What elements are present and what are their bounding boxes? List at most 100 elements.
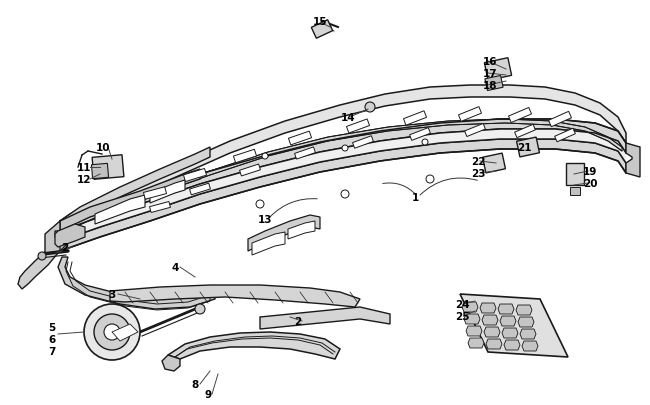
Polygon shape	[110, 285, 360, 307]
Polygon shape	[522, 341, 538, 351]
Text: 13: 13	[258, 215, 272, 224]
Polygon shape	[515, 125, 536, 139]
Polygon shape	[233, 150, 257, 163]
Text: 23: 23	[471, 168, 486, 179]
Polygon shape	[485, 76, 503, 91]
Text: 21: 21	[517, 143, 531, 153]
Text: 5: 5	[48, 322, 56, 332]
Polygon shape	[112, 324, 138, 341]
Polygon shape	[404, 111, 426, 126]
Polygon shape	[150, 202, 170, 213]
Circle shape	[426, 175, 434, 183]
Polygon shape	[92, 164, 109, 179]
Text: 9: 9	[205, 389, 211, 399]
Polygon shape	[168, 332, 340, 359]
Text: 3: 3	[109, 289, 116, 299]
Text: 19: 19	[583, 166, 597, 177]
Text: 16: 16	[483, 57, 497, 67]
Circle shape	[104, 324, 120, 340]
Polygon shape	[60, 86, 626, 231]
Polygon shape	[566, 164, 584, 185]
Polygon shape	[498, 304, 514, 314]
Polygon shape	[482, 154, 506, 173]
Polygon shape	[311, 21, 333, 39]
Polygon shape	[60, 148, 210, 231]
Circle shape	[94, 314, 130, 350]
Text: 20: 20	[583, 179, 597, 189]
Polygon shape	[462, 302, 478, 312]
Text: 10: 10	[96, 143, 111, 153]
Polygon shape	[92, 156, 124, 180]
Polygon shape	[518, 317, 534, 327]
Polygon shape	[410, 128, 430, 141]
Polygon shape	[466, 326, 482, 336]
Polygon shape	[486, 339, 502, 349]
Text: 2: 2	[61, 243, 69, 252]
Polygon shape	[508, 108, 532, 123]
Text: 18: 18	[483, 81, 497, 91]
Polygon shape	[55, 224, 85, 247]
Text: 14: 14	[341, 113, 356, 123]
Circle shape	[422, 140, 428, 146]
Polygon shape	[500, 316, 516, 326]
Polygon shape	[464, 314, 480, 324]
Polygon shape	[516, 305, 532, 315]
Polygon shape	[18, 237, 68, 289]
Polygon shape	[60, 140, 626, 252]
Polygon shape	[190, 184, 211, 195]
Polygon shape	[520, 329, 536, 339]
Text: 7: 7	[48, 346, 56, 356]
Circle shape	[262, 153, 268, 160]
Polygon shape	[45, 222, 60, 254]
Text: 12: 12	[77, 175, 91, 185]
Polygon shape	[260, 307, 390, 329]
Text: 4: 4	[172, 262, 179, 272]
Polygon shape	[484, 327, 500, 337]
Circle shape	[256, 200, 264, 209]
Text: 11: 11	[77, 162, 91, 173]
Text: 22: 22	[471, 157, 486, 166]
Circle shape	[84, 304, 140, 360]
Polygon shape	[517, 138, 540, 158]
Polygon shape	[60, 170, 200, 231]
Polygon shape	[460, 294, 568, 357]
Circle shape	[341, 190, 349, 198]
Polygon shape	[554, 129, 575, 143]
Polygon shape	[465, 124, 486, 137]
Text: 1: 1	[411, 192, 419, 202]
Polygon shape	[502, 328, 518, 338]
Text: 2: 2	[294, 316, 302, 326]
Circle shape	[195, 304, 205, 314]
Polygon shape	[504, 340, 520, 350]
Text: 17: 17	[483, 69, 497, 79]
Polygon shape	[162, 355, 180, 371]
Polygon shape	[240, 165, 261, 177]
Text: 6: 6	[48, 334, 56, 344]
Polygon shape	[75, 120, 622, 228]
Polygon shape	[252, 232, 285, 256]
Polygon shape	[352, 136, 373, 149]
Polygon shape	[549, 112, 571, 127]
Text: 8: 8	[191, 379, 199, 389]
Polygon shape	[458, 107, 482, 122]
Text: 25: 25	[455, 311, 469, 321]
Circle shape	[365, 103, 375, 113]
Polygon shape	[570, 188, 580, 196]
Polygon shape	[183, 169, 207, 182]
Polygon shape	[95, 196, 145, 224]
Text: 15: 15	[313, 17, 327, 27]
Polygon shape	[468, 338, 484, 348]
Polygon shape	[58, 257, 215, 309]
Polygon shape	[248, 215, 320, 252]
Polygon shape	[144, 187, 166, 200]
Polygon shape	[60, 130, 626, 241]
Circle shape	[342, 146, 348, 151]
Circle shape	[38, 252, 46, 260]
Polygon shape	[346, 119, 370, 134]
Polygon shape	[150, 181, 185, 203]
Polygon shape	[289, 132, 311, 145]
Polygon shape	[482, 315, 498, 325]
Polygon shape	[288, 222, 315, 239]
Polygon shape	[484, 59, 512, 81]
Polygon shape	[626, 144, 640, 177]
